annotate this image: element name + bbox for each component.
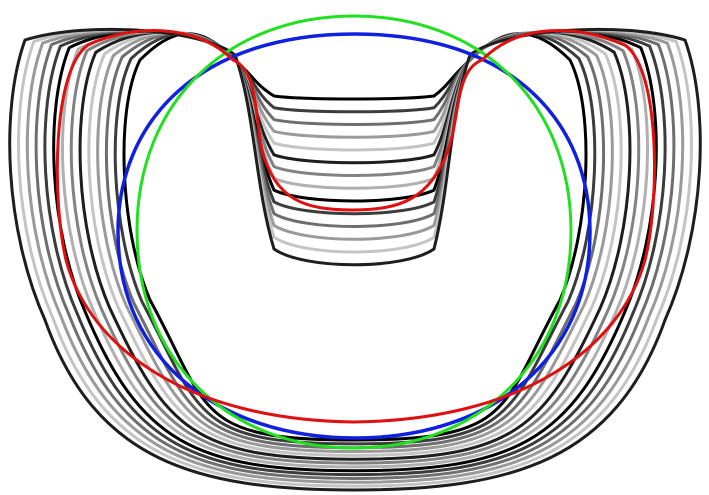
gray-shape-curve [25, 28, 685, 484]
gray-shape-curve [17, 28, 693, 488]
gray-shape-curve [78, 30, 632, 461]
gray-shape-curve [113, 32, 597, 446]
gray-shape-curve [104, 31, 606, 450]
gray-shape-family [8, 27, 702, 492]
gray-shape-curve [34, 29, 676, 480]
gray-shape-curve [96, 31, 614, 454]
gray-shape-curve [43, 29, 667, 477]
red-shape-curve [55, 29, 656, 424]
gray-shape-curve [60, 30, 650, 469]
green-circle-curve [135, 14, 573, 450]
gray-shape-curve [87, 31, 623, 457]
gray-shape-curve [69, 30, 641, 465]
gray-shape-curve [8, 27, 702, 492]
